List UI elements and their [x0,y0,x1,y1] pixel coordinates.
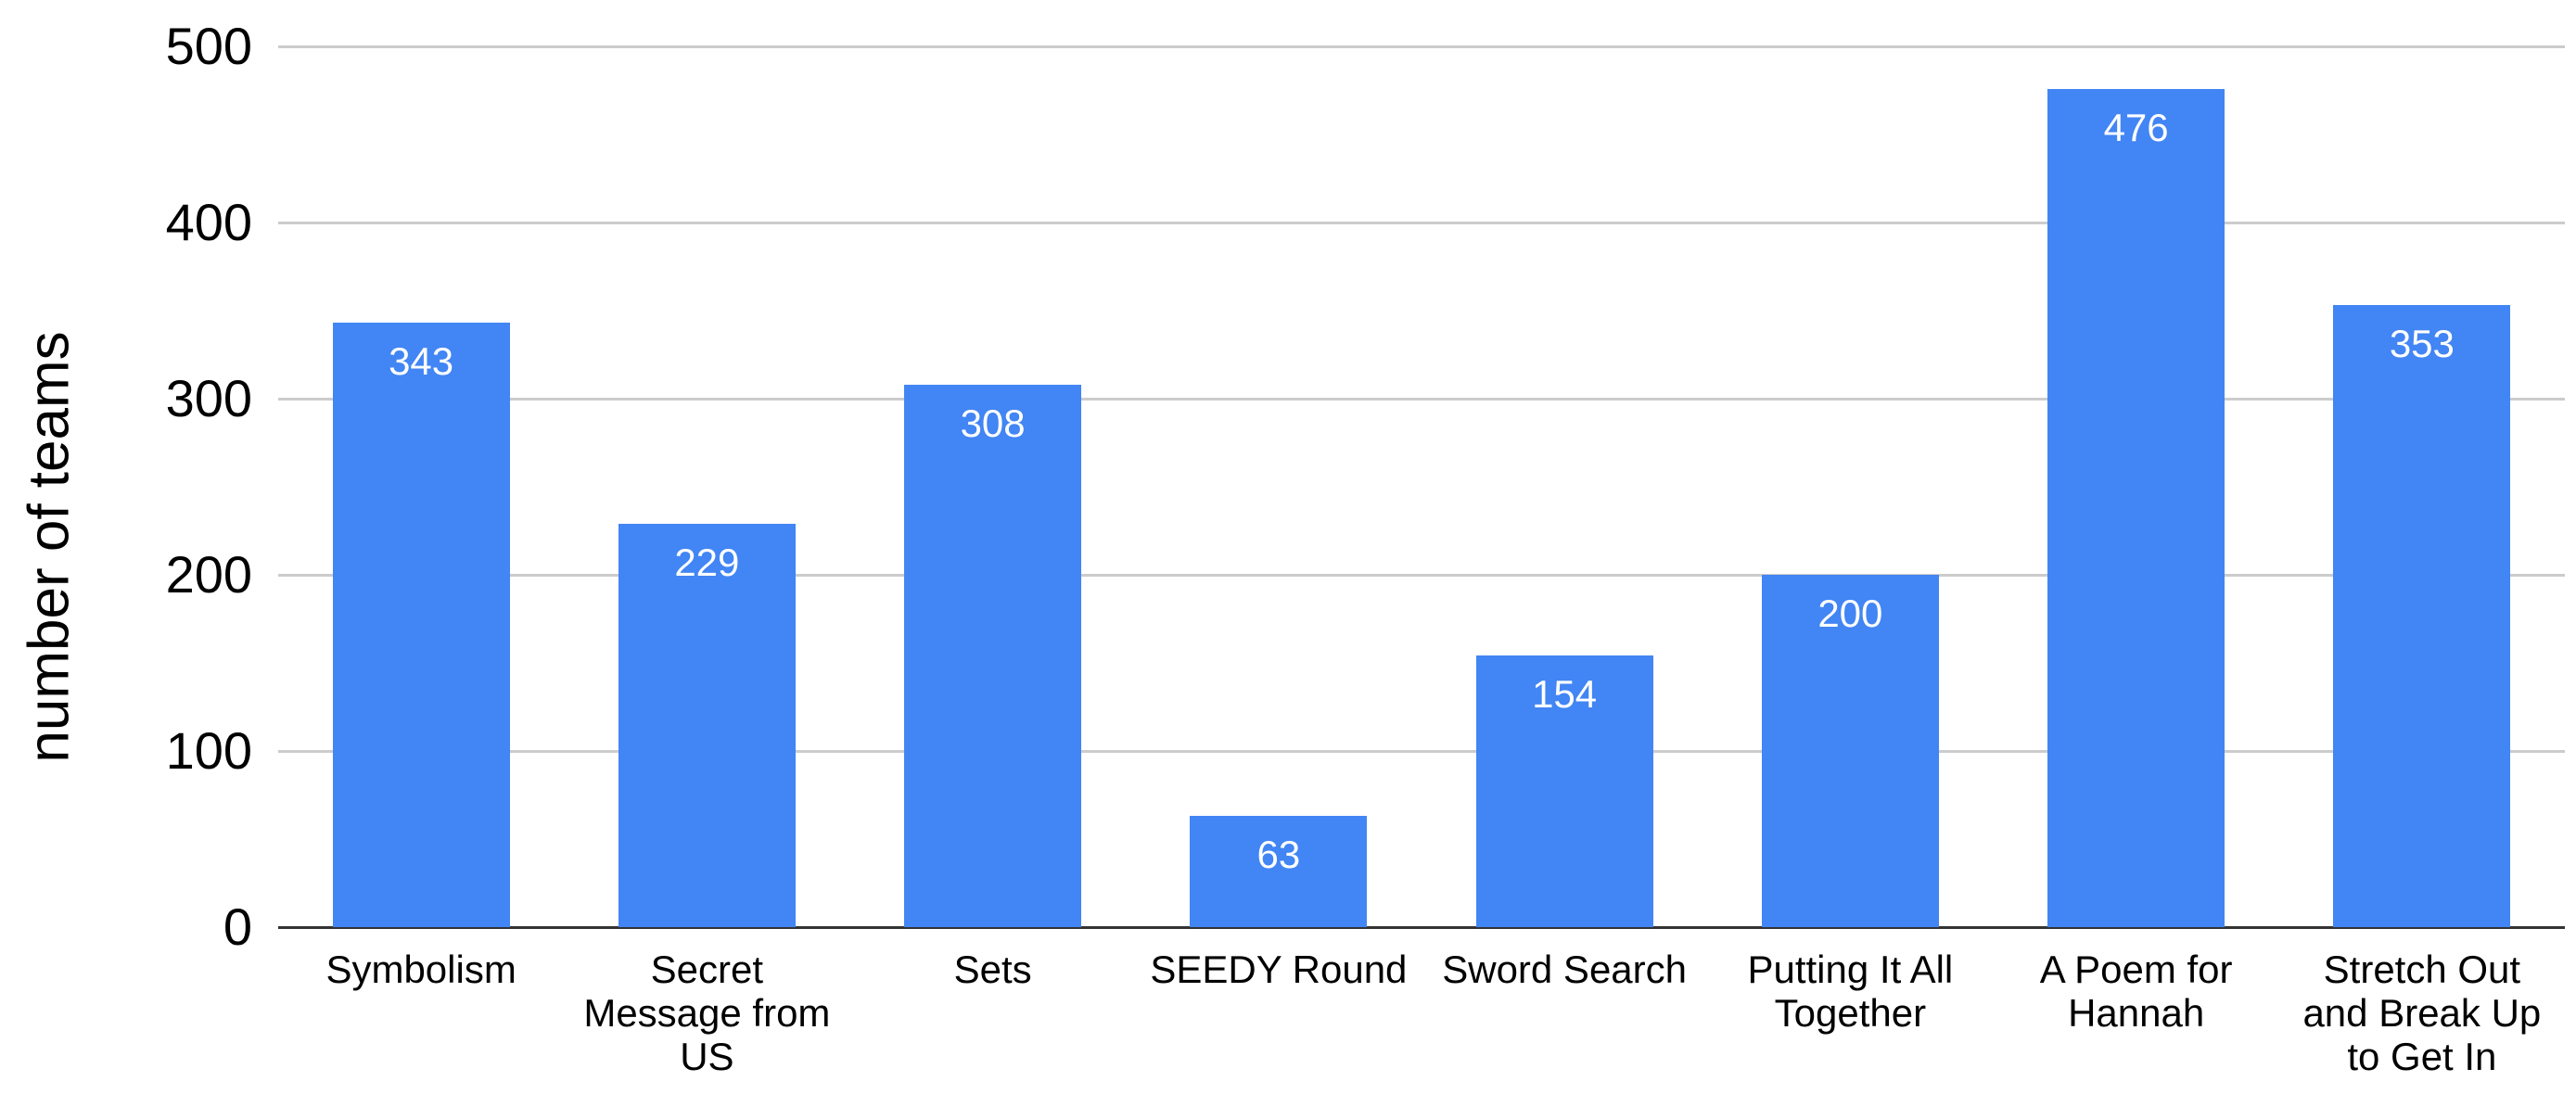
bar: 343 [332,323,510,927]
bar-value-label: 200 [1817,592,1883,635]
gridline [278,221,2565,224]
bar: 63 [1190,816,1368,927]
bar-value-label: 229 [674,540,740,584]
plot-area: 343 229 308 63 154 200 476 353 [278,45,2565,929]
bar: 200 [1761,575,1939,927]
bar: 353 [2333,305,2511,927]
x-axis-baseline [278,925,2565,929]
y-tick-label: 0 [223,897,252,956]
bar-value-label: 353 [2389,322,2455,366]
y-axis: 0 100 200 300 400 500 [0,0,252,1094]
x-axis: Symbolism Secret Message from US Sets SEEDY… [278,948,2565,1094]
gridline [278,573,2565,577]
x-tick-label: SEEDY Round [1150,948,1408,991]
y-tick-label: 300 [165,369,252,427]
bar: 154 [1475,655,1653,927]
x-tick-label: Sets [953,948,1032,991]
gridline [278,749,2565,753]
x-tick-label: A Poem for Hannah [2039,948,2233,1035]
y-tick-label: 500 [165,17,252,75]
x-tick-label: Symbolism [325,948,516,991]
bar: 476 [2047,88,2225,927]
bar-value-label: 63 [1256,833,1301,877]
bar-value-label: 476 [2103,105,2169,149]
bar-value-label: 343 [389,339,454,384]
y-tick-label: 400 [165,193,252,251]
gridline [278,45,2565,48]
x-tick-label: Stretch Out and Break Up to Get In [2302,948,2542,1078]
x-tick-label: Putting It All Together [1747,948,1954,1035]
bar: 229 [618,523,796,927]
bar: 308 [904,384,1082,927]
x-tick-label: Secret Message from US [583,948,831,1078]
y-tick-label: 200 [165,545,252,604]
gridline [278,397,2565,401]
bar-value-label: 308 [960,401,1026,445]
bar-value-label: 154 [1532,672,1598,717]
x-tick-label: Sword Search [1442,948,1688,991]
y-tick-label: 100 [165,721,252,780]
